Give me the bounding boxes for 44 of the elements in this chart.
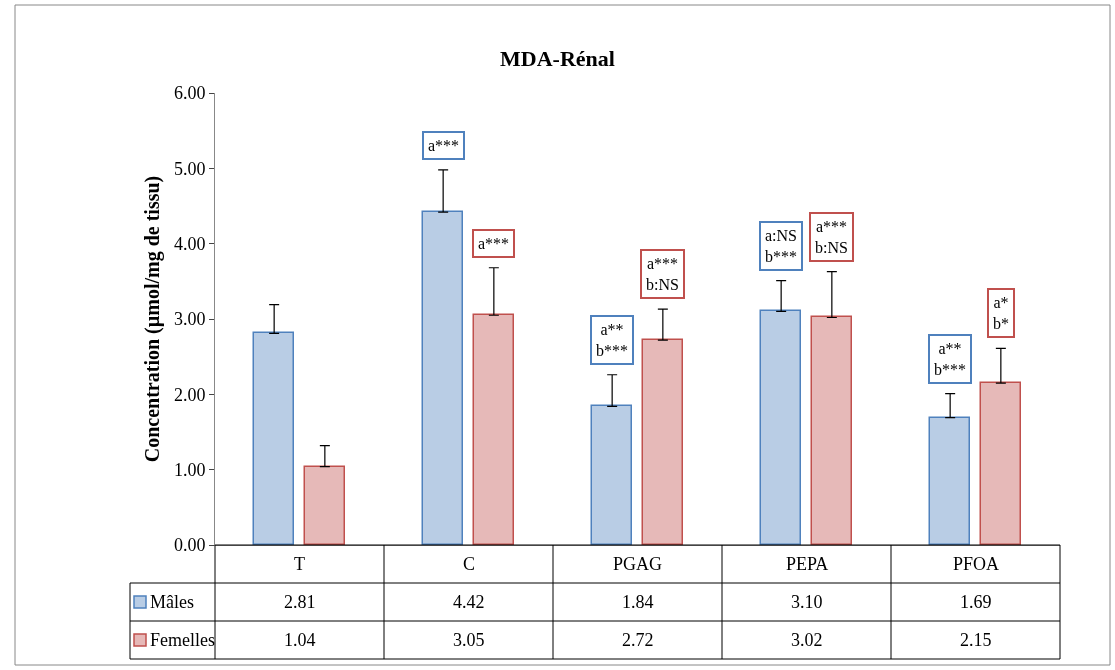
bar: [979, 381, 1021, 545]
data-label: 3.05: [453, 630, 485, 650]
bar: [472, 313, 514, 545]
chart-title: MDA-Rénal: [500, 45, 615, 71]
legend-label: Mâles: [150, 592, 194, 612]
y-tick-label: 6.00: [173, 83, 206, 104]
bar: [252, 331, 294, 545]
annotation: a* b*: [993, 294, 1009, 332]
x-tick-label: T: [294, 554, 305, 574]
annotation: a** b***: [934, 340, 966, 378]
bar: [810, 315, 852, 545]
annotation: a:NS b***: [765, 227, 797, 265]
y-tick-label: 4.00: [173, 233, 206, 254]
data-label: 1.84: [622, 592, 654, 612]
y-tick-label: 5.00: [173, 158, 206, 179]
data-label: 2.15: [960, 630, 992, 650]
annotation: a*** b:NS: [646, 255, 679, 293]
legend-label: Femelles: [150, 630, 215, 650]
data-label: 1.04: [284, 630, 316, 650]
x-tick-label: C: [463, 554, 476, 574]
bar: [928, 416, 970, 545]
annotation: a***: [428, 137, 460, 154]
annotation: a*** b:NS: [815, 218, 848, 256]
y-tick-label: 2.00: [173, 384, 206, 405]
data-label: 2.72: [622, 630, 654, 650]
data-label: 1.69: [960, 592, 992, 612]
data-label: 3.10: [791, 592, 823, 612]
bar: [303, 465, 345, 545]
data-label: 3.02: [791, 630, 823, 650]
bar: [759, 309, 801, 545]
x-tick-label: PGAG: [613, 554, 663, 574]
annotation: a** b***: [596, 321, 628, 359]
data-label: 4.42: [453, 592, 485, 612]
y-tick-label: 3.00: [173, 309, 206, 330]
x-tick-label: PFOA: [953, 554, 1000, 574]
y-tick-label: 0.00: [173, 535, 206, 556]
x-tick-label: PEPA: [786, 554, 829, 574]
y-tick-label: 1.00: [173, 459, 206, 480]
bar: [421, 210, 463, 545]
bar: [590, 404, 632, 545]
data-label: 2.81: [284, 592, 316, 612]
annotation: a***: [478, 235, 510, 252]
bar: [641, 338, 683, 545]
y-axis-title: Concentration (µmol/mg de tissu): [141, 175, 165, 463]
